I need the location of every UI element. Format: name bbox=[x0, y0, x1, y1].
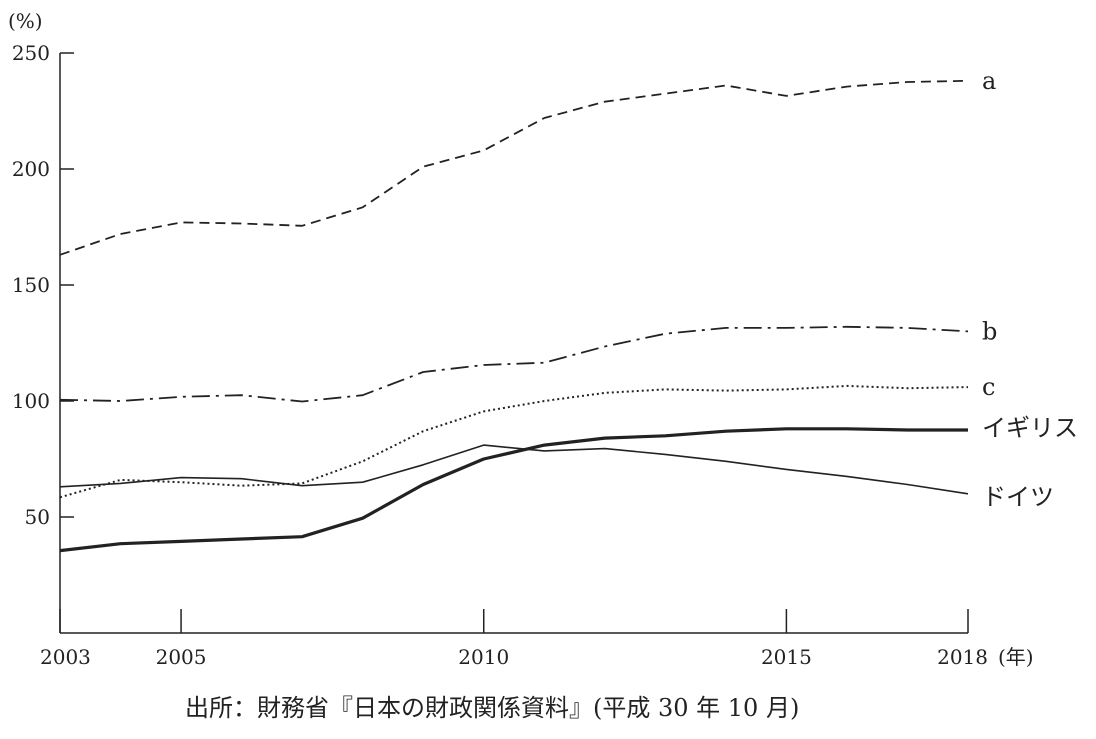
source-note: 出所：財務省『日本の財政関係資料』(平成 30 年 10 月) bbox=[185, 694, 799, 722]
series-line-3 bbox=[59, 427, 968, 553]
series-label: a bbox=[982, 67, 996, 95]
x-tick-label: 2010 bbox=[458, 645, 509, 669]
y-tick-label: 150 bbox=[12, 273, 50, 297]
x-tick-label: 2015 bbox=[761, 645, 812, 669]
series-line-1 bbox=[59, 325, 969, 403]
series-label: イギリス bbox=[982, 414, 1078, 442]
series-layer bbox=[59, 79, 969, 553]
series-label: c bbox=[982, 373, 995, 401]
series-line-2 bbox=[59, 384, 969, 499]
y-tick-label: 250 bbox=[12, 41, 50, 65]
series-label: b bbox=[982, 317, 997, 345]
y-tick-label: 200 bbox=[12, 157, 50, 181]
x-axis-unit-label: (年) bbox=[998, 645, 1034, 669]
axes: 50 100 150 200 250 2003 2005 2010 2015 2018 bbox=[12, 41, 988, 669]
x-tick-label: 2018 bbox=[937, 645, 988, 669]
y-tick-label: 100 bbox=[12, 389, 50, 413]
x-tick-label: 2005 bbox=[156, 645, 207, 669]
y-axis-unit-label: (%) bbox=[8, 9, 43, 33]
x-tick-label: 2003 bbox=[40, 645, 91, 669]
y-tick-label: 50 bbox=[25, 505, 50, 529]
series-line-0 bbox=[59, 79, 969, 256]
series-label: ドイツ bbox=[982, 483, 1054, 511]
series-line-4 bbox=[59, 444, 969, 495]
